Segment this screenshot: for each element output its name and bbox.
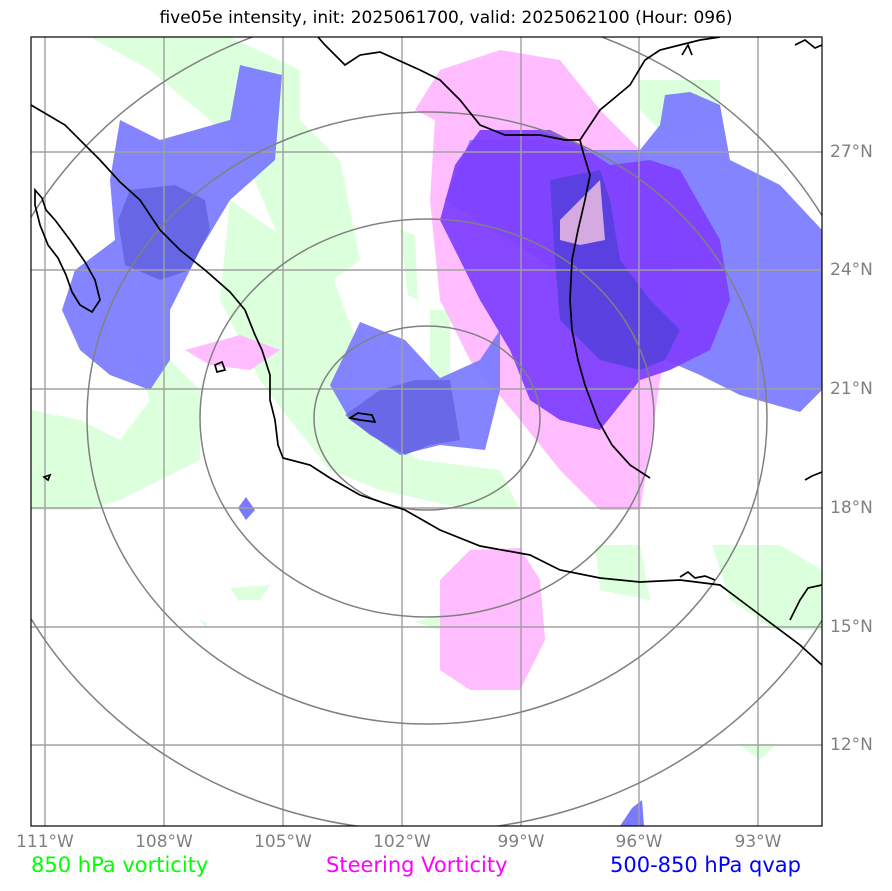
- lat-tick-label: 24°N: [830, 260, 873, 280]
- lat-tick-label: 15°N: [830, 617, 873, 637]
- lon-tick-label: 108°W: [135, 832, 193, 852]
- lon-tick-label: 96°W: [615, 832, 663, 852]
- lon-tick-label: 93°W: [734, 832, 782, 852]
- lon-tick-label: 105°W: [254, 832, 312, 852]
- lon-tick-label: 102°W: [373, 832, 431, 852]
- lon-tick-label: 99°W: [497, 832, 545, 852]
- range-rings: [31, 37, 822, 826]
- lon-tick-label: 111°W: [16, 832, 74, 852]
- legend-850-vorticity: 850 hPa vorticity: [31, 853, 209, 877]
- lat-tick-label: 18°N: [830, 498, 873, 518]
- plot-frame: [30, 36, 823, 827]
- lat-tick-label: 12°N: [830, 735, 873, 755]
- lat-tick-label: 21°N: [830, 379, 873, 399]
- legend-steering-vorticity: Steering Vorticity: [326, 853, 508, 877]
- legend-qvap: 500-850 hPa qvap: [610, 853, 801, 877]
- plot-title: five05e intensity, init: 2025061700, val…: [159, 8, 733, 28]
- lat-tick-label: 27°N: [830, 142, 873, 162]
- coastline: [31, 37, 822, 666]
